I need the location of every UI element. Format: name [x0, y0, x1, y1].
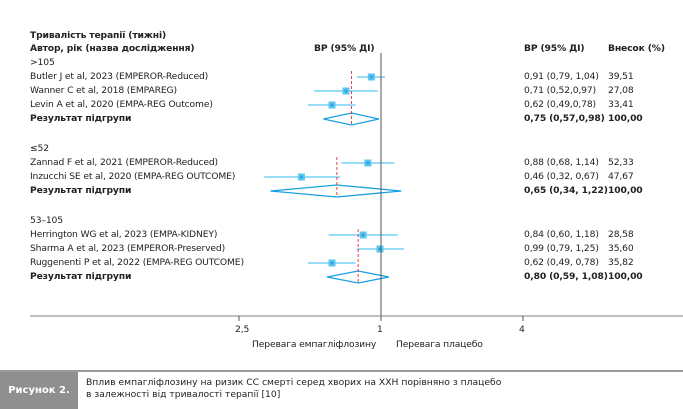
- caption-line-1: Вплив емпагліфлозину на ризик СС смерті …: [86, 377, 502, 388]
- subgroup-diamond: [326, 270, 390, 284]
- group-label: >105: [30, 57, 55, 68]
- header-value-column: ВР (95% ДІ): [524, 43, 585, 54]
- group-label: ≤52: [30, 143, 49, 154]
- forest-plot: [30, 53, 683, 321]
- subgroup-diamond: [323, 112, 380, 126]
- study-weight: 35,82: [608, 257, 634, 268]
- header-plot-column: ВР (95% ДІ): [314, 43, 375, 54]
- study-weight: 52,33: [608, 157, 634, 168]
- study-weight: 27,08: [608, 85, 634, 96]
- favours-empagliflozin-label: Перевага емпагліфлозину: [252, 339, 377, 350]
- study-point: [330, 261, 334, 265]
- subgroup-summary-weight: 100,00: [608, 271, 643, 282]
- study-point: [344, 89, 348, 93]
- subgroup-summary-label: Результат підгрупи: [30, 113, 132, 124]
- group-label: 53–105: [30, 215, 63, 226]
- study-point: [369, 75, 373, 79]
- figure-caption: Рисунок 2. Вплив емпагліфлозину на ризик…: [0, 370, 683, 409]
- subgroup-diamond: [270, 184, 402, 198]
- x-axis-tick-label: 4: [519, 324, 525, 335]
- study-hr-ci: 0,88 (0,68, 1,14): [524, 157, 599, 168]
- study-point: [366, 161, 370, 165]
- study-point: [299, 175, 304, 179]
- study-name: Zannad F et al, 2021 (EMPEROR-Reduced): [30, 157, 218, 168]
- study-weight: 35,60: [608, 243, 634, 254]
- study-point: [361, 233, 365, 237]
- study-point: [330, 103, 334, 107]
- subgroup-summary-weight: 100,00: [608, 185, 643, 196]
- header-study-column: Автор, рік (назва дослідження): [30, 43, 195, 54]
- subgroup-summary-hr-ci: 0,80 (0,59, 1,08): [524, 271, 608, 282]
- study-hr-ci: 0,99 (0,79, 1,25): [524, 243, 599, 254]
- x-axis-tick-label: 1: [377, 324, 383, 335]
- study-name: Sharma A et al, 2023 (EMPEROR-Preserved): [30, 243, 226, 254]
- study-hr-ci: 0,46 (0,32, 0,67): [524, 171, 599, 182]
- study-name: Inzucchi SE et al, 2020 (EMPA-REG OUTCOM…: [30, 171, 236, 182]
- favours-placebo-label: Перевага плацебо: [396, 339, 483, 350]
- study-name: Ruggenenti P et al, 2022 (EMPA-REG OUTCO…: [30, 257, 244, 268]
- x-axis-tick-label: 2,5: [235, 324, 250, 335]
- study-hr-ci: 0,84 (0,60, 1,18): [524, 229, 599, 240]
- study-name: Levin A et al, 2020 (EMPA-REG Outcome): [30, 99, 213, 110]
- study-weight: 39,51: [608, 71, 634, 82]
- study-weight: 33,41: [608, 99, 634, 110]
- figure-label: Рисунок 2.: [0, 372, 78, 409]
- study-name: Herrington WG et al, 2023 (EMPA-KIDNEY): [30, 229, 218, 240]
- caption-line-2: в залежності від тривалості терапії [10]: [86, 389, 281, 400]
- study-weight: 47,67: [608, 171, 634, 182]
- figure-caption-text: Вплив емпагліфлозину на ризик СС смерті …: [86, 377, 501, 401]
- subgroup-summary-hr-ci: 0,75 (0,57,0,98): [524, 113, 605, 124]
- subgroup-summary-weight: 100,00: [608, 113, 643, 124]
- header-group-title: Тривалість терапії (тижні): [30, 30, 167, 41]
- header-weight-column: Внесок (%): [608, 43, 665, 54]
- study-hr-ci: 0,62 (0,49, 0,78): [524, 257, 599, 268]
- study-name: Wanner C et al, 2018 (EMPAREG): [30, 85, 177, 96]
- study-name: Butler J et al, 2023 (EMPEROR-Reduced): [30, 71, 209, 82]
- study-hr-ci: 0,71 (0,52,0,97): [524, 85, 596, 96]
- subgroup-summary-label: Результат підгрупи: [30, 185, 132, 196]
- study-hr-ci: 0,91 (0,79, 1,04): [524, 71, 599, 82]
- study-hr-ci: 0,62 (0,49,0,78): [524, 99, 596, 110]
- subgroup-summary-label: Результат підгрупи: [30, 271, 132, 282]
- subgroup-summary-hr-ci: 0,65 (0,34, 1,22): [524, 185, 608, 196]
- study-weight: 28,58: [608, 229, 634, 240]
